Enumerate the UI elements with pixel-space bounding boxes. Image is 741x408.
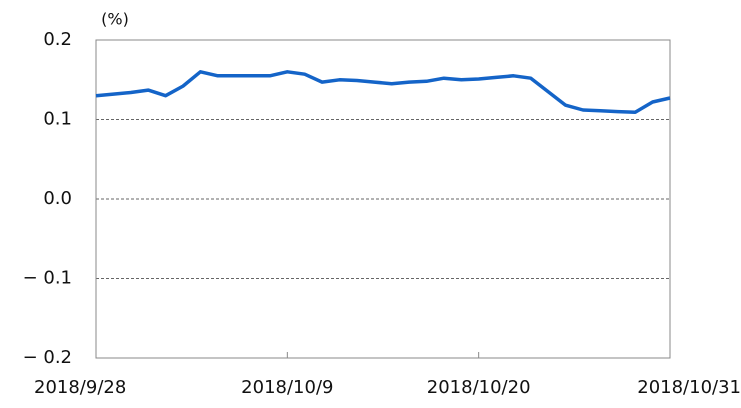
x-tick-label: 2018/10/31 — [637, 377, 741, 398]
x-tick-label: 2018/10/9 — [241, 377, 333, 398]
y-tick-label: − 0.2 — [23, 347, 72, 368]
y-tick-label: 0.1 — [43, 109, 72, 130]
x-tick-label: 2018/10/20 — [427, 377, 531, 398]
plot-frame — [95, 39, 671, 359]
y-tick-label: − 0.1 — [23, 268, 72, 289]
y-axis-label: (%) — [101, 10, 129, 29]
y-tick-label: 0.0 — [43, 188, 72, 209]
y-tick-label: 0.2 — [43, 29, 72, 50]
x-tick-label: 2018/9/28 — [34, 377, 126, 398]
data-line — [95, 70, 671, 115]
